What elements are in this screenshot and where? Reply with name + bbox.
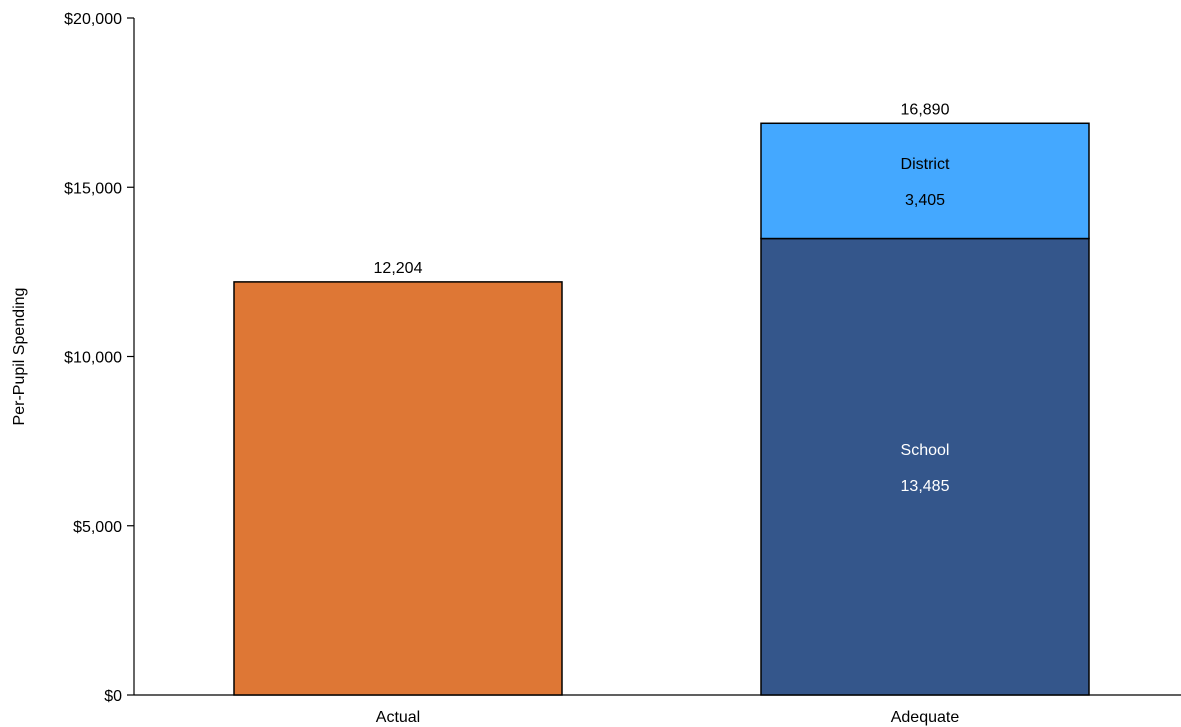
bar-total-label: 12,204 [374, 260, 423, 277]
bar-total-label: 16,890 [901, 101, 950, 118]
x-axis: Actual Adequate [134, 694, 1181, 726]
y-tick-label: $0 [104, 688, 122, 705]
y-axis-title: Per-Pupil Spending [11, 288, 28, 426]
segment-name-label: School [901, 442, 950, 459]
segment-value-label: 3,405 [905, 192, 945, 209]
bars: 12,204 School 13,485 District 3,405 16,890 [233, 101, 1090, 696]
x-category-label: Actual [376, 709, 420, 726]
segment-value-label: 13,485 [901, 478, 950, 495]
bar-segment-actual [233, 281, 563, 696]
bar-segment-school [760, 237, 1090, 696]
y-tick-label: $20,000 [64, 11, 122, 28]
x-category-label: Adequate [891, 709, 960, 726]
y-axis: $0 $5,000 $10,000 $15,000 $20,000 [64, 11, 135, 705]
bar-segment-district [760, 122, 1090, 240]
y-tick-label: $5,000 [73, 519, 122, 536]
y-tick-label: $10,000 [64, 350, 122, 367]
y-tick-label: $15,000 [64, 180, 122, 197]
segment-name-label: District [901, 156, 950, 173]
